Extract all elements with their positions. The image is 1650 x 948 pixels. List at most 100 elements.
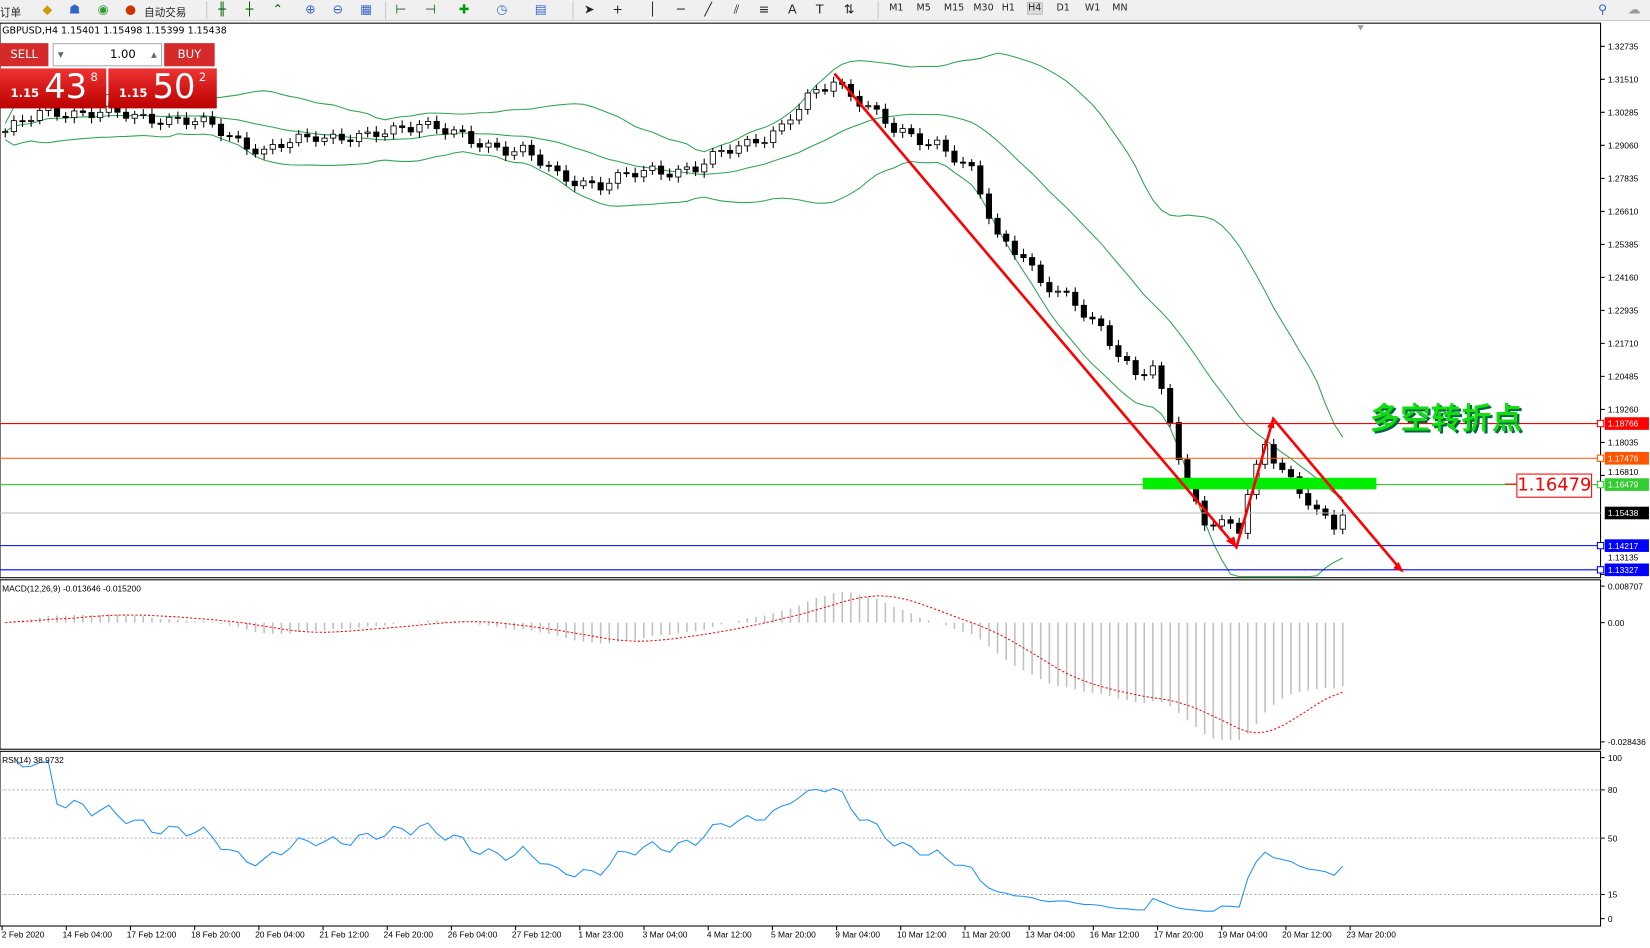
text-label-icon[interactable]: T <box>815 2 824 17</box>
macd-axis-label: -0.028436 <box>1608 737 1646 747</box>
expert-icon[interactable]: ◆ <box>42 2 53 17</box>
bear-candle <box>1167 388 1174 423</box>
time-axis-label: 1 Mar 23:00 <box>578 930 623 940</box>
chart-area[interactable]: 1.32735 1.31510 1.30285 1.29060 1.27835 1.266… <box>0 22 1650 948</box>
timeframe-h1[interactable]: H1 <box>1001 3 1015 14</box>
bar-chart-icon[interactable]: ╫ <box>218 2 226 17</box>
price-tag-label: 1.16479 <box>1608 480 1639 490</box>
timeframe-m15[interactable]: M15 <box>943 3 965 14</box>
bear-candle <box>890 122 898 133</box>
chart-header: GBPUSD,H4 1.15401 1.15498 1.15399 1.1543… <box>2 26 227 37</box>
rsi-axis-label: 50 <box>1608 833 1618 843</box>
bear-candle <box>1132 360 1139 376</box>
price-tag <box>1604 417 1649 430</box>
signal-icon[interactable]: ◉ <box>97 2 109 17</box>
bull-candle <box>200 116 207 123</box>
bear-candle <box>1287 469 1295 478</box>
trendline-icon[interactable]: ╱ <box>704 2 712 17</box>
bear-candle <box>692 166 699 173</box>
bull-candle <box>425 120 432 125</box>
timeframe-d1[interactable]: D1 <box>1056 3 1070 14</box>
arrows-icon[interactable]: ⇅ <box>843 2 855 17</box>
line-handle <box>1596 566 1605 574</box>
bull-candle <box>761 142 768 145</box>
timeframe-w1[interactable]: W1 <box>1084 3 1101 14</box>
candlestick-icon[interactable]: ┼ <box>245 2 254 17</box>
bollinger-upper <box>4 52 1344 438</box>
bull-candle <box>804 92 811 110</box>
timeframe-m5[interactable]: M5 <box>916 3 931 14</box>
bear-candle <box>1279 462 1286 471</box>
line-handle <box>1596 541 1605 550</box>
price-axis-label: 1.27835 <box>1608 174 1639 184</box>
text-icon[interactable]: A <box>788 2 797 17</box>
chart-shift-icon[interactable]: ⊣ <box>424 2 436 17</box>
bear-candle <box>235 135 242 139</box>
time-axis-label: 16 Mar 12:00 <box>1090 930 1140 940</box>
bear-candle <box>79 110 86 113</box>
zoom-out-icon[interactable]: ⊖ <box>332 2 344 17</box>
timeframe-h4[interactable]: H4 <box>1027 2 1043 15</box>
lot-size-input[interactable]: ▼ 1.00 ▲ <box>52 43 163 67</box>
crosshair-icon[interactable]: + <box>612 2 623 17</box>
bear-candle <box>908 128 915 135</box>
support-resistance-zone <box>1142 477 1377 490</box>
sell-button[interactable]: SELL <box>0 43 49 67</box>
price-axis-label: 1.13135 <box>1608 552 1639 562</box>
price-axis-label: 1.21710 <box>1608 339 1639 349</box>
bear-candle <box>1322 508 1329 516</box>
vertical-line-icon[interactable]: │ <box>648 2 657 17</box>
tile-windows-icon[interactable]: ▦ <box>360 2 373 17</box>
bear-candle <box>62 115 69 119</box>
timeframe-m1[interactable]: M1 <box>889 3 904 14</box>
cursor-icon[interactable]: ➤ <box>583 2 595 17</box>
sell-price[interactable]: 1.15 43 8 <box>0 66 107 109</box>
fibonacci-icon[interactable]: ≡ <box>758 2 770 17</box>
bull-candle <box>355 132 363 142</box>
price-tag <box>1604 478 1649 491</box>
price-tag-label: 1.17476 <box>1608 453 1639 463</box>
user-icon[interactable]: ☗ <box>69 2 81 17</box>
search-icon[interactable]: ⚲ <box>1598 2 1608 17</box>
timeframe-m30[interactable]: M30 <box>973 3 994 14</box>
bull-candle <box>364 131 371 134</box>
line-chart-icon[interactable]: ⌃ <box>272 2 284 17</box>
decrease-lots-icon[interactable]: ▼ <box>57 50 64 59</box>
bollinger-middle <box>4 113 1343 499</box>
auto-scroll-icon[interactable]: ⊢ <box>395 2 407 17</box>
bear-candle <box>442 128 449 135</box>
bear-candle <box>468 131 475 144</box>
buy-price[interactable]: 1.15 50 2 <box>108 66 217 109</box>
time-axis-label: 20 Mar 12:00 <box>1282 930 1332 940</box>
bull-candle <box>675 168 682 178</box>
channel-icon[interactable]: ⫽ <box>733 2 740 17</box>
bull-candle <box>830 81 837 92</box>
new-order-button[interactable]: 订单 <box>0 7 22 19</box>
buy-button[interactable]: BUY <box>164 43 215 67</box>
timeframe-mn[interactable]: MN <box>1112 3 1128 14</box>
bear-candle <box>476 143 483 148</box>
bull-candle <box>321 137 328 142</box>
zoom-in-icon[interactable]: ⊕ <box>305 2 316 17</box>
templates-icon[interactable]: ▤ <box>534 2 547 17</box>
price-tag <box>1604 451 1649 465</box>
periods-icon[interactable]: ◷ <box>496 2 508 17</box>
auto-trading-button[interactable]: 自动交易 <box>144 7 187 19</box>
bear-candle <box>727 149 734 154</box>
increase-lots-icon[interactable]: ▲ <box>151 50 157 59</box>
time-axis-label: 4 Mar 12:00 <box>707 930 752 940</box>
indicators-icon[interactable]: ✚ <box>458 2 470 17</box>
bear-candle <box>459 129 466 132</box>
bear-candle <box>373 131 380 137</box>
toolbar: 订单 ◆ ☗ ◉ ● 自动交易 ╫ ┼ ⌃ ⊕ ⊖ ▦ ⊢ ⊣ ✚ ◷ ▤ ➤ … <box>0 0 1650 22</box>
time-axis-label: 17 Mar 20:00 <box>1154 930 1204 940</box>
time-axis-label: 19 Mar 04:00 <box>1218 930 1268 940</box>
auto-trading-icon[interactable]: ● <box>124 2 136 17</box>
bull-candle <box>796 108 803 121</box>
rsi-axis-label: 0 <box>1608 914 1613 924</box>
bear-candle <box>157 122 164 125</box>
chat-icon[interactable]: ☁ <box>1627 2 1641 17</box>
bear-candle <box>942 139 949 152</box>
bull-candle <box>718 149 725 153</box>
horizontal-line-icon[interactable]: ─ <box>677 2 685 17</box>
